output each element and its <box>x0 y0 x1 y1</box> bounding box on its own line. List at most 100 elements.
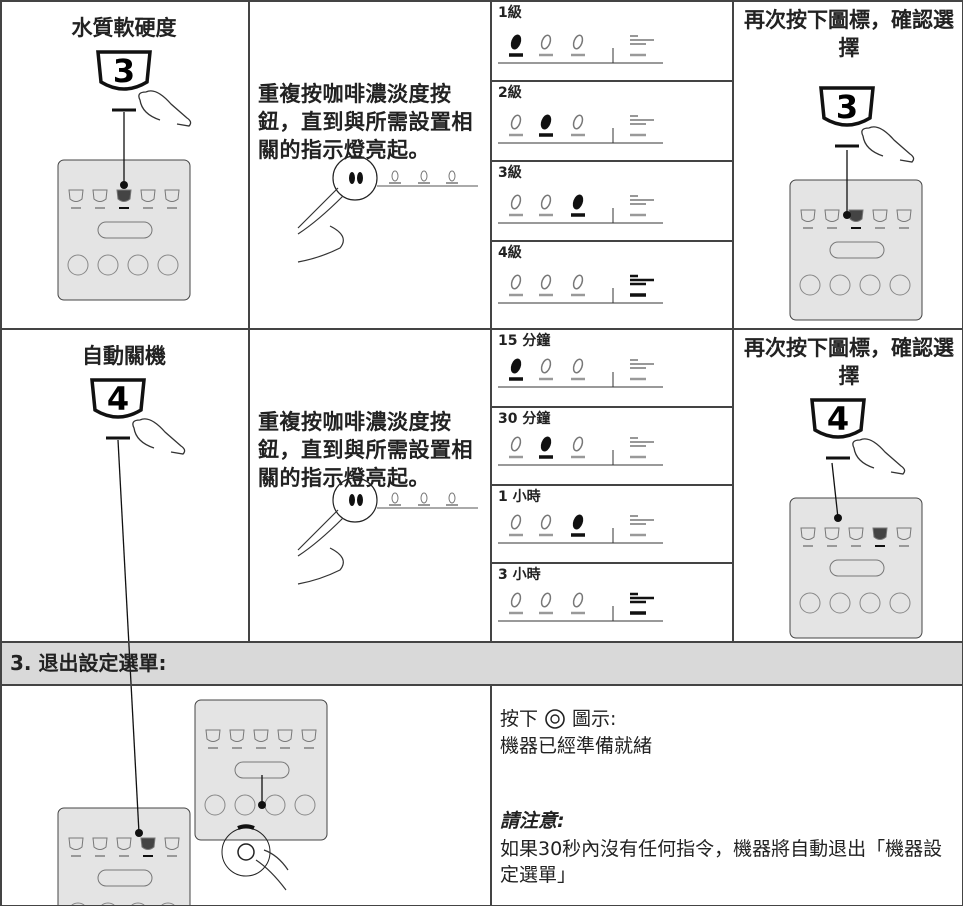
rule <box>490 562 732 564</box>
level-icon <box>92 189 108 202</box>
level-icon <box>68 189 84 202</box>
rule <box>0 0 2 906</box>
level-icon <box>116 189 132 202</box>
button <box>157 254 179 276</box>
level-icon <box>896 209 912 222</box>
bean-icon <box>510 274 522 290</box>
bean-icon <box>510 34 522 50</box>
bean-icon <box>572 436 584 452</box>
level-icon <box>824 527 840 540</box>
option-label: 2級 <box>498 85 522 101</box>
level-icon <box>848 527 864 540</box>
bean-icon <box>540 274 552 290</box>
cup-icon <box>630 115 654 125</box>
option-label: 4級 <box>498 245 522 261</box>
rule <box>0 0 963 2</box>
bean-icon <box>540 514 552 530</box>
hand <box>138 90 192 127</box>
bean-icon <box>540 358 552 374</box>
confirm: 再次按下圖標，確認選擇 <box>744 336 954 388</box>
rule <box>490 406 732 408</box>
indicator <box>237 824 255 830</box>
level-icon <box>301 729 317 742</box>
button <box>234 794 256 816</box>
bean-icon <box>510 114 522 130</box>
row-title: 水質軟硬度 <box>71 16 177 40</box>
bean-icon <box>357 494 363 506</box>
gear-icon <box>545 709 565 729</box>
hand <box>255 849 289 891</box>
cup-icon <box>630 437 654 447</box>
level-icon <box>896 527 912 540</box>
level-icon <box>140 837 156 850</box>
cup-icon <box>630 592 654 604</box>
rule <box>0 328 963 330</box>
level-icon <box>164 837 180 850</box>
pointer-dot <box>258 801 266 809</box>
shield-number: 4 <box>827 400 849 438</box>
press-before: 按下 <box>500 708 539 730</box>
bean-icon <box>420 170 428 182</box>
hand <box>861 126 915 163</box>
level-icon <box>229 729 245 742</box>
level-icon <box>800 209 816 222</box>
bean-icon <box>540 194 552 210</box>
shield-icon <box>810 398 866 439</box>
pointer-dot <box>834 514 842 522</box>
pointer-dot <box>843 211 851 219</box>
shield-number: 3 <box>836 88 858 126</box>
rule <box>490 0 492 641</box>
bean-icon <box>572 194 584 210</box>
press-after: 圖示: <box>572 708 617 730</box>
bean-icon <box>391 492 399 504</box>
level-icon <box>68 837 84 850</box>
shield-icon <box>819 86 875 127</box>
button <box>160 902 176 906</box>
level-icon <box>872 527 888 540</box>
button <box>799 274 821 296</box>
cup-icon <box>630 274 654 286</box>
gear-icon <box>550 714 560 724</box>
button <box>97 221 153 239</box>
control-panel <box>789 497 923 639</box>
bean-icon <box>357 172 363 184</box>
rule <box>490 160 732 162</box>
row-title: 自動關機 <box>82 344 166 368</box>
level-icon <box>164 189 180 202</box>
button <box>829 559 885 577</box>
level-icon <box>92 837 108 850</box>
instruction: 重複按咖啡濃淡度按鈕，直到與所需設置相關的指示燈亮起。 <box>258 82 473 162</box>
shield-number: 4 <box>107 380 129 418</box>
pointer <box>117 439 140 834</box>
shield-icon <box>96 50 152 91</box>
level-icon <box>824 209 840 222</box>
bean-icon <box>510 436 522 452</box>
option-label: 1級 <box>498 5 522 21</box>
hand <box>297 509 344 585</box>
confirm: 再次按下圖標，確認選擇 <box>744 8 954 60</box>
rule <box>248 0 250 641</box>
button <box>859 274 881 296</box>
bean-icon <box>572 358 584 374</box>
note: 如果30秒內沒有任何指令，機器將自動退出「機器設定選單」 <box>500 838 943 886</box>
pointer-dot <box>135 829 143 837</box>
control-panel <box>194 699 328 841</box>
button <box>67 254 89 276</box>
cup-icon <box>630 35 654 45</box>
rule <box>732 0 734 641</box>
button <box>97 869 153 887</box>
shield-number: 3 <box>113 52 135 90</box>
level-icon <box>140 189 156 202</box>
bean-icon <box>510 592 522 608</box>
hand <box>297 187 344 263</box>
button <box>332 155 378 201</box>
button <box>130 902 146 906</box>
level-icon <box>253 729 269 742</box>
rule <box>490 484 732 486</box>
button <box>70 902 86 906</box>
button <box>97 254 119 276</box>
level-icon <box>848 209 864 222</box>
button <box>204 794 226 816</box>
bean-icon <box>510 514 522 530</box>
